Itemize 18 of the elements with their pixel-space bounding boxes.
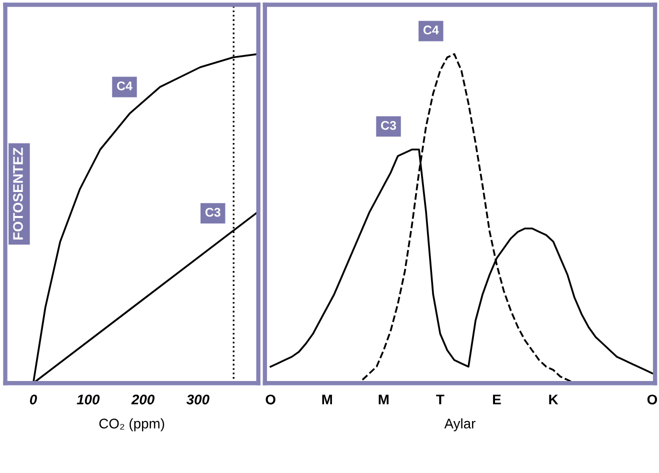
x-tick-label: 300 <box>186 394 210 404</box>
series-label: C3 <box>381 120 396 130</box>
x-tick-label: M <box>378 394 389 404</box>
x-tick-label: T <box>436 394 444 404</box>
x-tick-label: O <box>266 394 276 404</box>
y-axis-title: FOTOSENTEZ <box>13 148 23 240</box>
x-tick-label: 200 <box>131 394 155 404</box>
series-label: C4 <box>423 26 439 34</box>
x-tick-label: 0 <box>30 394 37 404</box>
x-tick-label: K <box>549 394 558 404</box>
series-label: C4 <box>117 81 132 90</box>
x-tick-label: O <box>647 394 658 404</box>
x-axis-title: CO₂ (ppm) <box>99 418 164 432</box>
x-axis-title: Aylar <box>444 418 476 432</box>
series-label: C3 <box>205 208 220 217</box>
x-tick-label: 100 <box>76 394 100 404</box>
x-tick-label: E <box>493 394 501 404</box>
x-tick-label: M <box>322 394 332 404</box>
